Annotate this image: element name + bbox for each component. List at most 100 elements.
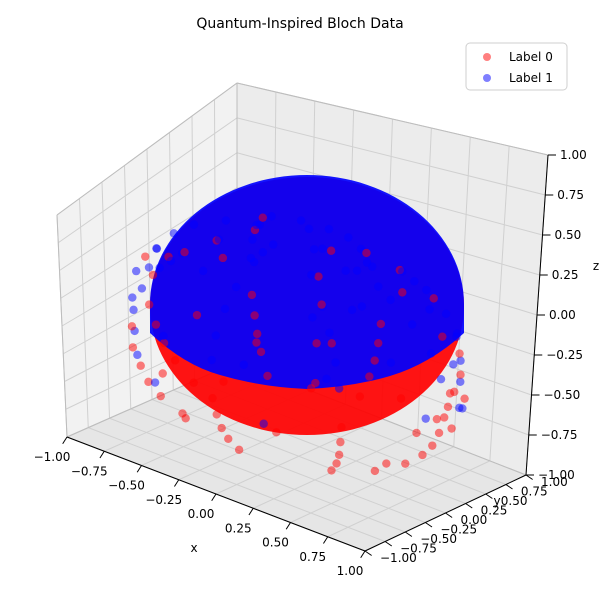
scatter-point-label-1 (398, 267, 407, 276)
scatter-point-label-1 (207, 355, 216, 365)
scatter-point-label-0 (224, 434, 233, 443)
scatter-point-label-1 (331, 358, 340, 367)
scatter-point-label-1 (304, 224, 314, 234)
y-tick-mark (384, 541, 393, 547)
scatter-point-label-0 (434, 428, 444, 438)
x-tick-label: 0.00 (188, 507, 215, 521)
x-tick-mark (285, 522, 291, 530)
scatter-point-label-1 (128, 293, 137, 302)
z-tick-label: 0.00 (549, 308, 576, 322)
pane-border (236, 82, 549, 156)
x-axis-title: x (190, 541, 197, 555)
x-tick-label: −0.50 (108, 479, 145, 493)
scatter-point-label-0 (219, 377, 228, 386)
scatter-point-label-0 (272, 428, 281, 437)
scatter-point-label-0 (412, 428, 421, 438)
z-tick-label: 0.75 (557, 188, 584, 202)
scatter-point-label-1 (132, 266, 141, 276)
scatter-point-label-0 (218, 253, 228, 263)
scatter-point-label-1 (159, 331, 168, 341)
y-tick-label: 0.00 (461, 513, 488, 527)
scatter-point-label-1 (344, 233, 353, 242)
scatter-point-label-1 (150, 378, 160, 387)
scatter-point-label-1 (258, 248, 268, 257)
scatter-point-label-1 (452, 329, 462, 338)
scatter-point-label-1 (267, 212, 276, 221)
y-tick-label: −1.00 (380, 551, 417, 565)
scatter-point-label-0 (382, 459, 391, 468)
y-tick-label: 1.00 (541, 475, 568, 489)
y-tick-label: −0.75 (400, 542, 437, 556)
x-tick-label: 1.00 (337, 564, 364, 578)
scatter-point-label-0 (314, 272, 323, 281)
scatter-point-label-0 (127, 322, 137, 331)
scatter-point-label-1 (318, 244, 327, 253)
y-tick-label: 0.25 (481, 504, 508, 518)
z-tick-label: 1.00 (560, 148, 587, 162)
scatter-point-label-0 (326, 246, 336, 255)
scatter-point-label-0 (440, 413, 449, 422)
scatter-point-label-0 (144, 377, 153, 387)
x-tick-mark (211, 493, 217, 501)
scatter-point-label-1 (248, 235, 257, 244)
scatter-point-label-0 (418, 450, 427, 460)
scatter-point-label-1 (441, 309, 451, 318)
scatter-point-label-0 (376, 319, 386, 329)
scatter-point-label-0 (327, 466, 336, 475)
scatter-point-label-0 (370, 466, 380, 476)
x-tick-label: 0.75 (299, 550, 326, 564)
scatter-point-label-1 (386, 358, 396, 367)
scatter-point-label-0 (456, 370, 465, 379)
scatter-point-label-0 (396, 394, 406, 403)
scatter-point-label-1 (133, 350, 142, 360)
y-tick-mark (404, 531, 413, 537)
y-tick-mark (505, 484, 513, 490)
pane-border (56, 214, 68, 438)
y-tick-label: −0.25 (440, 523, 477, 537)
x-tick-label: 0.25 (225, 521, 252, 535)
scatter-point-label-1 (352, 266, 362, 275)
chart-title: Quantum-Inspired Bloch Data (196, 16, 403, 32)
scatter-point-label-1 (347, 305, 357, 315)
scatter-point-label-0 (398, 288, 407, 297)
scatter-point-label-0 (128, 343, 138, 352)
scatter-point-label-1 (152, 244, 161, 253)
grid-line-z-back (236, 152, 543, 236)
z-tick-label: 0.25 (552, 268, 579, 282)
x-tick-label: −0.25 (145, 493, 182, 507)
scatter-point-label-1 (308, 313, 317, 322)
scatter-point-label-1 (362, 258, 372, 267)
scatter-point-label-0 (401, 459, 410, 468)
scatter-point-label-0 (432, 414, 442, 424)
sphere-upper-cap (150, 175, 464, 389)
x-tick-mark (248, 507, 254, 516)
y-tick-label: 0.50 (501, 494, 528, 508)
scatter-point-label-1 (410, 277, 419, 286)
scatter-point-label-0 (212, 410, 221, 419)
scatter-point-label-0 (263, 371, 272, 381)
scatter-point-label-1 (386, 295, 395, 305)
scatter-point-label-1 (341, 266, 350, 275)
legend-marker-label-0 (483, 53, 491, 61)
scatter-point-label-1 (322, 374, 331, 384)
scatter-point-label-0 (234, 445, 244, 455)
scatter-point-label-1 (166, 256, 176, 266)
points-group (127, 175, 469, 476)
scatter-point-label-1 (449, 360, 458, 369)
scatter-point-label-0 (445, 389, 455, 398)
scatter-point-label-1 (324, 224, 334, 234)
scatter-point-label-0 (151, 320, 161, 329)
scatter-point-label-1 (334, 384, 344, 393)
scatter-point-label-1 (307, 270, 316, 280)
scatter-point-label-0 (332, 459, 341, 468)
legend-label-1: Label 1 (509, 71, 553, 85)
y-tick-mark (364, 550, 372, 556)
x-tick-mark (99, 450, 105, 459)
scatter-point-label-1 (214, 235, 224, 244)
scatter-point-label-0 (429, 294, 438, 303)
grid-line-y-floor (151, 399, 446, 514)
scatter-point-label-0 (306, 384, 316, 393)
x-tick-label: −0.75 (71, 464, 108, 478)
